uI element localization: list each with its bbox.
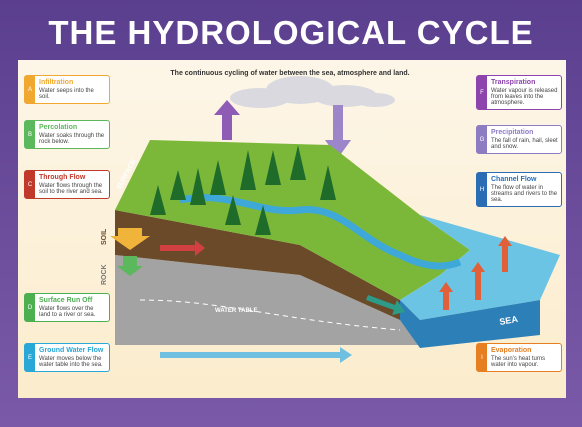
poster: THE HYDROLOGICAL CYCLE SURFACE SOIL ROCK…: [0, 0, 582, 427]
box-title: Precipitation: [491, 129, 558, 136]
box-title: Through Flow: [39, 174, 106, 181]
box-title: Channel Flow: [491, 176, 558, 183]
groundwater-arrow: [160, 347, 352, 363]
process-box: I Evaporation The sun's heat turns water i…: [476, 343, 562, 372]
box-letter: I: [477, 344, 487, 371]
subtitle: The continuous cycling of water between …: [100, 70, 480, 77]
box-letter: F: [477, 76, 487, 109]
box-letter: H: [477, 173, 487, 206]
process-box: F Transpiration Water vapour is released f…: [476, 75, 562, 110]
box-text: The sun's heat turns water into vapour.: [491, 356, 558, 368]
process-box: E Ground Water Flow Water moves below the …: [24, 343, 110, 372]
box-letter: E: [25, 344, 35, 371]
process-box: H Channel Flow The flow of water in stream…: [476, 172, 562, 207]
rock-label: ROCK: [101, 264, 108, 285]
box-letter: A: [25, 76, 35, 103]
box-text: Water seeps into the soil.: [39, 88, 106, 100]
box-title: Surface Run Off: [39, 297, 106, 304]
box-text: Water flows through the soil to the rive…: [39, 183, 106, 195]
box-letter: G: [477, 126, 487, 153]
box-text: Water moves below the water table into t…: [39, 356, 106, 368]
box-text: The fall of rain, hail, sleet and snow.: [491, 138, 558, 150]
box-title: Evaporation: [491, 347, 558, 354]
box-letter: B: [25, 121, 35, 148]
process-box: D Surface Run Off Water flows over the lan…: [24, 293, 110, 322]
box-letter: D: [25, 294, 35, 321]
box-text: Water vapour is released from leaves int…: [491, 88, 558, 106]
box-title: Infiltration: [39, 79, 106, 86]
cloud: [230, 76, 395, 108]
box-text: The flow of water in streams and rivers …: [491, 185, 558, 203]
box-title: Percolation: [39, 124, 106, 131]
process-box: G Precipitation The fall of rain, hail, sl…: [476, 125, 562, 154]
process-box: B Percolation Water soaks through the rock…: [24, 120, 110, 149]
water-table-label: WATER TABLE: [215, 308, 257, 314]
box-title: Transpiration: [491, 79, 558, 86]
box-title: Ground Water Flow: [39, 347, 106, 354]
process-box: A Infiltration Water seeps into the soil.: [24, 75, 110, 104]
up-arrow: [214, 100, 240, 140]
process-box: C Through Flow Water flows through the soi…: [24, 170, 110, 199]
box-letter: C: [25, 171, 35, 198]
box-text: Water soaks through the rock below.: [39, 133, 106, 145]
box-text: Water flows over the land to a river or …: [39, 306, 106, 318]
soil-label: SOIL: [101, 228, 108, 245]
